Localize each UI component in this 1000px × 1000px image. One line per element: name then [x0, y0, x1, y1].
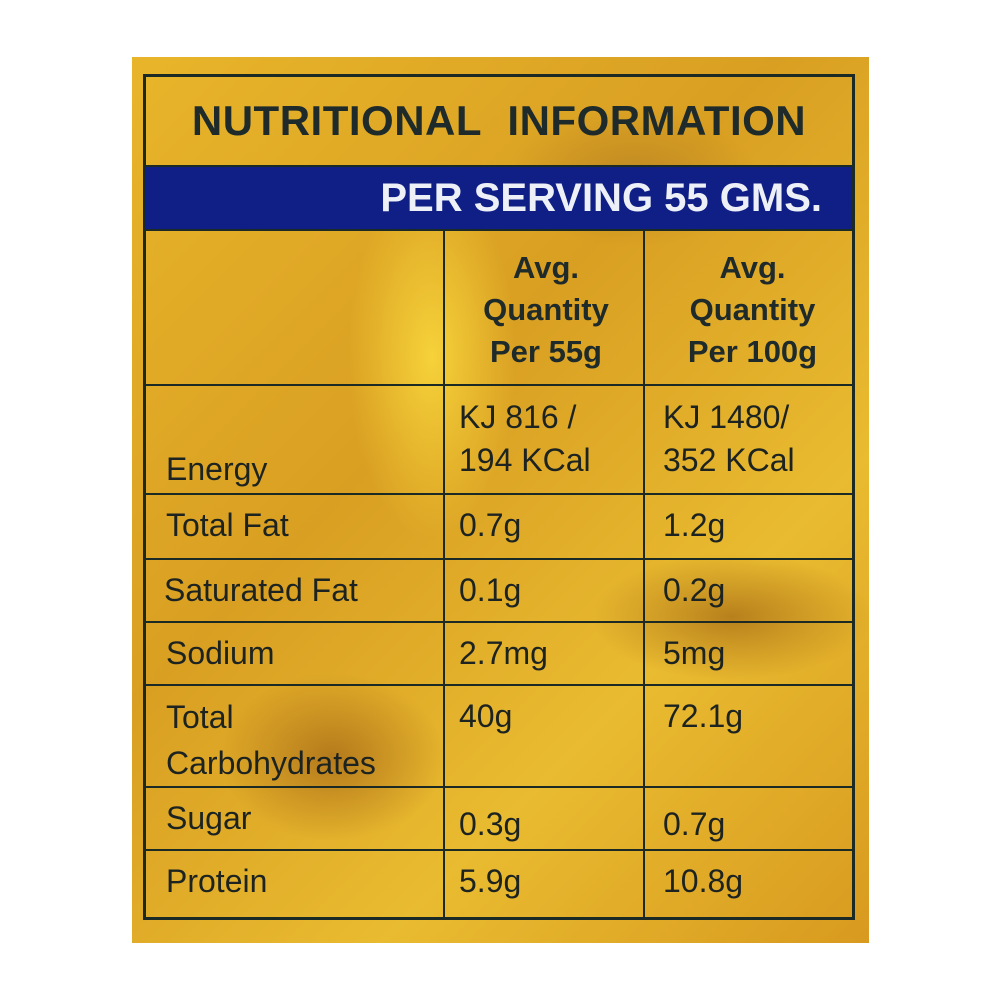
- header-line: Quantity: [689, 292, 816, 327]
- serving-band: PER SERVING 55 GMS.: [146, 165, 852, 231]
- value-per100: 1.2g: [643, 495, 852, 558]
- nutrient-name: Energy: [166, 451, 268, 487]
- header-line: Avg.: [512, 250, 580, 285]
- table-row: Sugar 0.3g 0.7g: [146, 788, 852, 851]
- nutrition-table: NUTRITIONAL INFORMATION PER SERVING 55 G…: [143, 74, 855, 920]
- table-row: Protein 5.9g 10.8g: [146, 851, 852, 917]
- value-per100: 0.7g: [643, 788, 852, 849]
- table-row: Sodium 2.7mg 5mg: [146, 623, 852, 686]
- header-blank: [146, 231, 443, 384]
- value-per55: 5.9g: [443, 851, 643, 917]
- nutrient-name: Sodium: [166, 635, 275, 671]
- value-per55: 0.1g: [443, 560, 643, 621]
- value-per100: 0.2g: [643, 560, 852, 621]
- value-per100: 72.1g: [643, 686, 852, 786]
- value-per100: 5mg: [643, 623, 852, 684]
- nutrient-name: Protein: [166, 863, 268, 899]
- value-per100: KJ 1480/ 352 KCal: [643, 386, 852, 493]
- value-per100: 10.8g: [643, 851, 852, 917]
- nutrient-name: Total Fat: [166, 507, 289, 543]
- table-row: Saturated Fat 0.1g 0.2g: [146, 560, 852, 623]
- header-line: Per 55g: [489, 334, 602, 369]
- nutrition-title: NUTRITIONAL INFORMATION: [191, 97, 807, 144]
- table-row: Energy KJ 816 / 194 KCal KJ 1480/ 352 KC…: [146, 386, 852, 495]
- nutrient-name: Saturated Fat: [164, 572, 358, 608]
- table-row: Total Fat 0.7g 1.2g: [146, 495, 852, 560]
- value-per55: KJ 816 / 194 KCal: [443, 386, 643, 493]
- header-line: Avg.: [719, 250, 786, 285]
- serving-size: PER SERVING 55 GMS.: [380, 176, 822, 220]
- header-line: Quantity: [483, 292, 609, 327]
- nutrient-name: Sugar: [166, 800, 252, 836]
- nutrient-name: Total Carbohydrates: [166, 699, 376, 781]
- header-per55: Avg. Quantity Per 55g: [443, 231, 643, 384]
- value-per55: 40g: [443, 686, 643, 786]
- table-row: Total Carbohydrates 40g 72.1g: [146, 686, 852, 788]
- header-row: Avg. Quantity Per 55g Avg. Quantity Per 100g: [146, 231, 852, 386]
- header-per100: Avg. Quantity Per 100g: [643, 231, 852, 384]
- value-per55: 2.7mg: [443, 623, 643, 684]
- header-line: Per 100g: [687, 334, 818, 369]
- value-per55: 0.7g: [443, 495, 643, 558]
- value-per55: 0.3g: [443, 788, 643, 849]
